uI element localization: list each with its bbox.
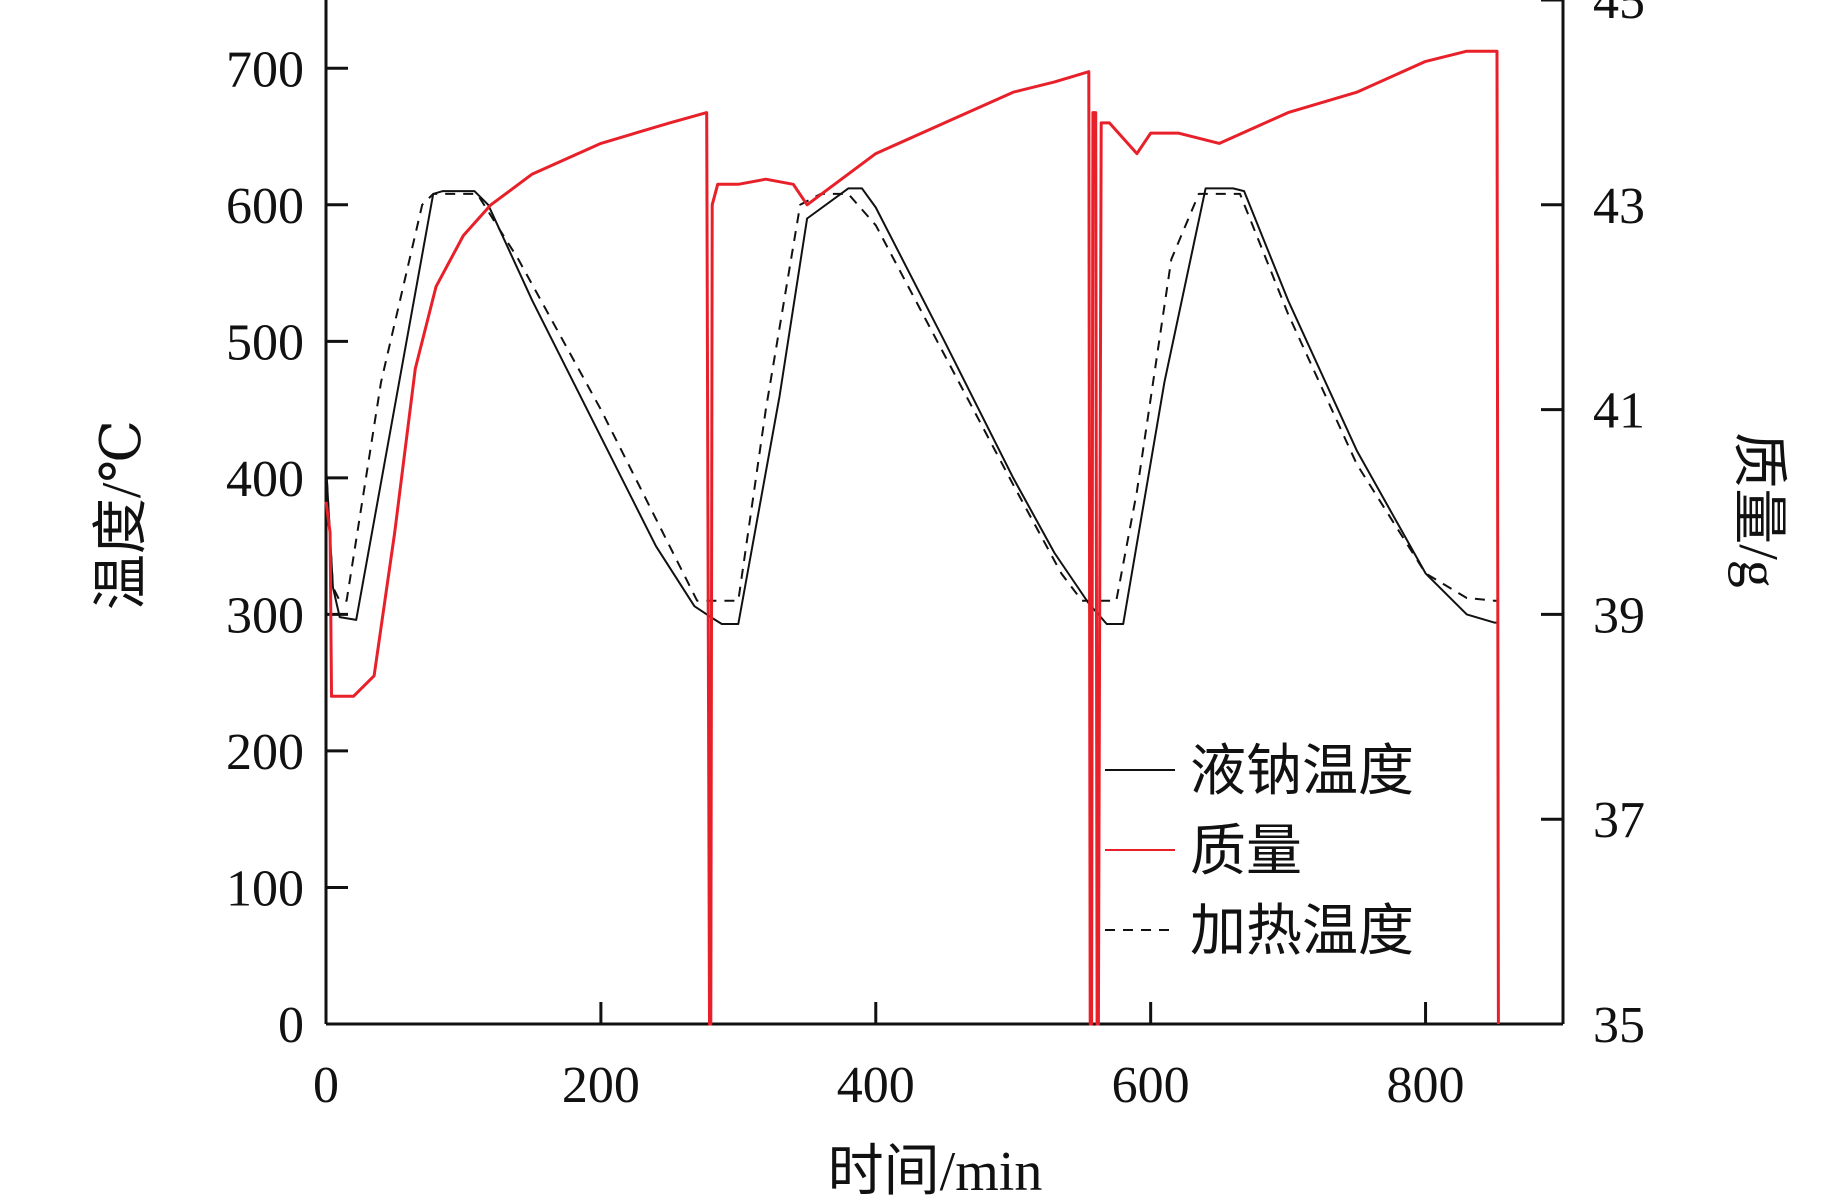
x-axis-title: 时间/min: [828, 1141, 1043, 1199]
right-y-tick-label: 35: [1593, 997, 1645, 1054]
left-y-tick-label: 300: [226, 587, 304, 644]
legend-label-3: 加热温度: [1190, 901, 1414, 963]
legend-label-2: 质量: [1190, 821, 1302, 883]
legend: 液钠温度 质量 加热温度: [1105, 741, 1414, 963]
tick-labels: 0 200 400 600 800 0 100 200 300 400 500 600 700 35 37 3…: [226, 0, 1645, 1114]
series-heating-temperature: [325, 192, 1497, 602]
left-y-tick-label: 600: [226, 178, 304, 235]
right-y-tick-label: 37: [1593, 792, 1645, 849]
plot-lines: [324, 49, 1500, 1026]
x-tick-label: 800: [1387, 1057, 1465, 1114]
series-mass: [324, 49, 1500, 1026]
right-y-tick-label: 41: [1593, 383, 1645, 440]
right-y-tick-label: 45: [1593, 0, 1645, 30]
left-y-tick-label: 100: [226, 860, 304, 917]
left-y-tick-label: 0: [278, 997, 304, 1054]
right-y-tick-label: 39: [1593, 587, 1645, 644]
legend-label-1: 液钠温度: [1190, 741, 1414, 803]
left-y-tick-label: 400: [226, 451, 304, 508]
left-y-tick-label: 700: [226, 41, 304, 98]
left-y-tick-label: 200: [226, 724, 304, 781]
axes: [324, 0, 1565, 1026]
right-y-tick-label: 43: [1593, 178, 1645, 235]
x-tick-label: 400: [837, 1057, 915, 1114]
right-y-axis-title: 质量/g: [1727, 432, 1789, 588]
x-tick-label: 600: [1112, 1057, 1190, 1114]
x-tick-label: 200: [562, 1057, 640, 1114]
series-liquid-sodium-temperature: [325, 187, 1497, 625]
left-y-tick-label: 500: [226, 314, 304, 371]
x-tick-label: 0: [313, 1057, 339, 1114]
left-y-axis-title: 温度/℃: [91, 420, 153, 610]
